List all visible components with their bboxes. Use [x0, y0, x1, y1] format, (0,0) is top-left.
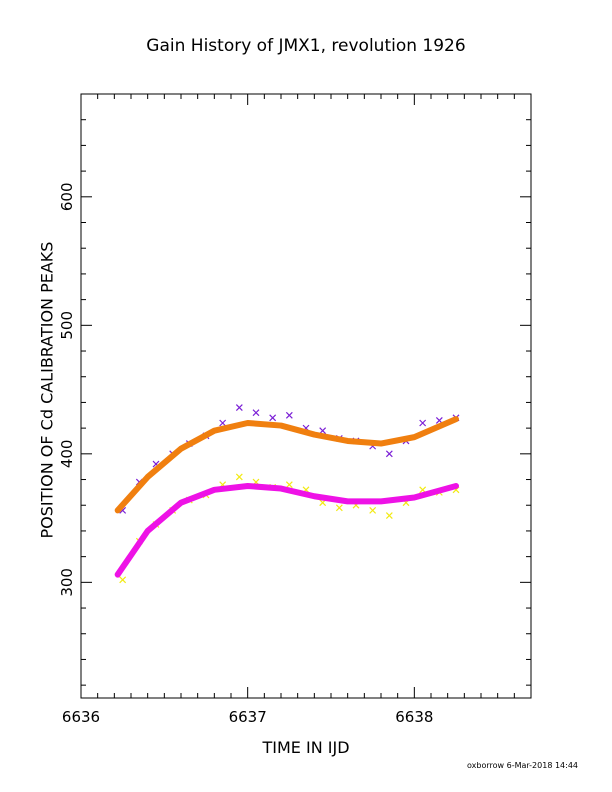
data-point-1 [235, 473, 243, 481]
data-point-0 [419, 419, 427, 427]
fit-curve-2 [114, 416, 459, 514]
data-point-0 [235, 404, 243, 411]
y-tick-label: 600 [58, 182, 76, 211]
data-point-0 [269, 414, 277, 422]
chart-title: Gain History of JMX1, revolution 1926 [146, 36, 466, 56]
data-point-0 [252, 409, 260, 417]
data-point-0 [219, 419, 227, 427]
data-point-0 [285, 411, 293, 419]
data-point-0 [319, 427, 327, 435]
y-tick-label: 300 [58, 568, 76, 597]
y-tick-label: 500 [58, 311, 76, 340]
data-point-1 [119, 576, 127, 584]
plot-frame [80, 93, 532, 699]
y-axis-label: POSITION OF Cd CALIBRATION PEAKS [37, 241, 57, 539]
x-axis-label: TIME IN IJD [262, 738, 350, 757]
data-point-1 [285, 481, 293, 489]
data-point-1 [385, 512, 393, 519]
data-point-1 [369, 506, 377, 514]
x-tick-label: 6637 [229, 708, 267, 726]
data-point-0 [385, 450, 393, 458]
fit-curve-3 [114, 482, 459, 578]
footer-stamp: oxborrow 6-Mar-2018 14:44 [467, 761, 578, 770]
y-tick-label: 400 [58, 440, 76, 469]
x-tick-label: 6638 [395, 708, 433, 726]
x-tick-label: 6636 [62, 708, 100, 726]
data-point-1 [335, 504, 343, 512]
